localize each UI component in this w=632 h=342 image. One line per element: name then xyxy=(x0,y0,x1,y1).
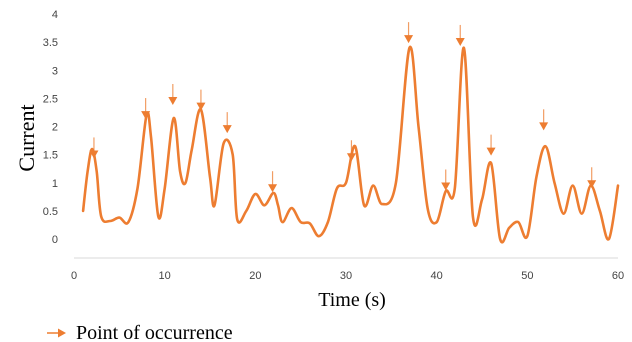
occurrence-marker xyxy=(196,89,206,111)
y-tick-label: 1.5 xyxy=(43,150,58,162)
y-tick-label: 2 xyxy=(52,122,58,134)
occurrence-marker xyxy=(141,98,151,120)
x-tick-label: 20 xyxy=(249,270,261,282)
y-tick-label: 3 xyxy=(52,65,58,77)
occurrence-marker xyxy=(404,22,414,44)
legend: Point of occurrence xyxy=(47,322,233,342)
y-tick-label: 1 xyxy=(52,178,58,190)
x-tick-label: 30 xyxy=(340,270,352,282)
occurrence-marker xyxy=(89,137,99,159)
x-tick-label: 0 xyxy=(71,270,77,282)
occurrence-marker xyxy=(346,140,356,162)
y-tick-label: 3.5 xyxy=(43,37,58,49)
x-tick-label: 60 xyxy=(612,270,624,282)
x-tick-label: 40 xyxy=(431,270,443,282)
occurrence-marker xyxy=(455,24,465,46)
legend-arrow-icon xyxy=(47,328,66,338)
occurrence-markers xyxy=(89,22,597,193)
legend-label: Point of occurrence xyxy=(76,322,233,342)
y-tick-labels: 0 0.5 1 1.5 2 2.5 3 3.5 4 xyxy=(43,9,58,246)
x-axis-label: Time (s) xyxy=(318,289,386,311)
current-series-line xyxy=(81,45,620,244)
occurrence-marker xyxy=(441,169,451,191)
x-tick-labels: 0 10 20 30 40 50 60 xyxy=(71,270,624,282)
x-tick-label: 50 xyxy=(521,270,533,282)
occurrence-marker xyxy=(539,109,549,131)
occurrence-marker xyxy=(168,84,178,105)
y-tick-label: 0.5 xyxy=(43,206,58,218)
y-axis-label: Current xyxy=(14,104,39,171)
occurrence-marker xyxy=(587,167,597,189)
y-tick-label: 2.5 xyxy=(43,93,58,105)
occurrence-marker xyxy=(268,171,278,193)
y-tick-label: 4 xyxy=(52,9,58,21)
y-tick-label: 0 xyxy=(52,234,58,246)
occurrence-marker xyxy=(486,134,496,156)
occurrence-marker xyxy=(222,112,232,134)
x-tick-label: 10 xyxy=(159,270,171,282)
